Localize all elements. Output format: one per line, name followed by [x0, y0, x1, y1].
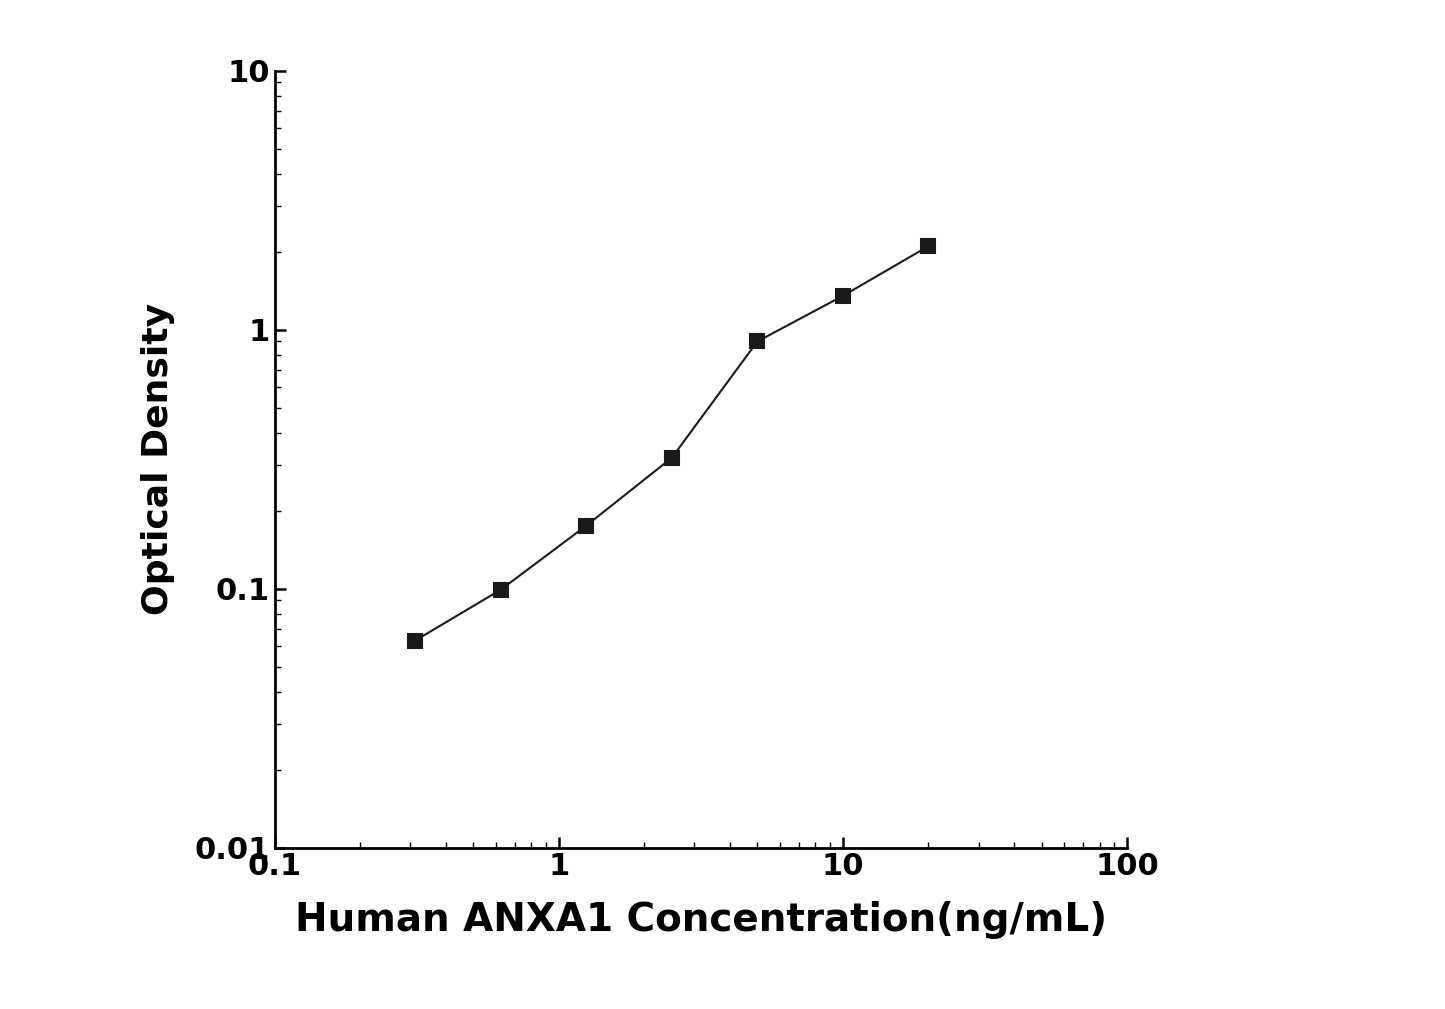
Y-axis label: Optical Density: Optical Density [140, 303, 175, 615]
X-axis label: Human ANXA1 Concentration(ng/mL): Human ANXA1 Concentration(ng/mL) [295, 901, 1107, 938]
